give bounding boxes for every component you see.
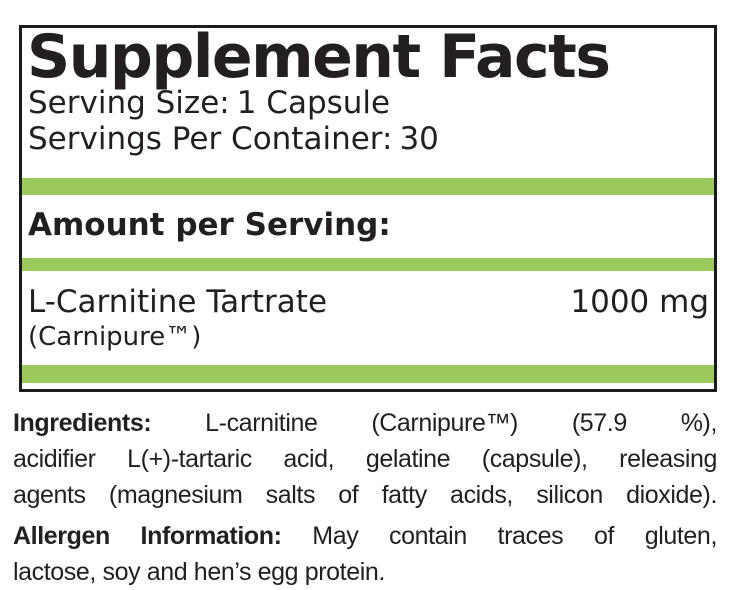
amount-per-serving-heading: Amount per Serving:: [28, 207, 391, 243]
ingredients-text: L-carnitine (Carnipure™) (57.9 %),: [205, 409, 718, 437]
allergen-label: Allergen Information:: [13, 522, 282, 550]
supplement-facts-panel: Supplement Facts Serving Size: 1 Capsule …: [19, 25, 717, 392]
ingredients-line: acidifier L(+)-tartaric acid, gelatine (…: [13, 445, 717, 473]
ingredients-line: agents (magnesium salts of fatty acids, …: [13, 481, 717, 509]
divider-bar-middle: [22, 258, 714, 271]
divider-bar-top: [22, 178, 714, 195]
ingredient-name: L-Carnitine Tartrate: [28, 284, 328, 320]
panel-title: Supplement Facts: [27, 22, 611, 92]
serving-size-line: Serving Size: 1 Capsule: [22, 85, 714, 121]
servings-per-container-value: 30: [399, 121, 439, 157]
ingredient-row: L-Carnitine Tartrate 1000 mg: [22, 283, 714, 321]
servings-per-container-label: Servings Per Container:: [28, 121, 393, 157]
label-footnotes: Ingredients: L-carnitine (Carnipure™) (5…: [13, 405, 717, 590]
serving-size-label: Serving Size:: [28, 85, 230, 121]
allergen-paragraph: Allergen Information: May contain traces…: [13, 518, 717, 590]
allergen-line: lactose, soy and hen’s egg protein.: [13, 558, 385, 586]
allergen-text: May contain traces of gluten,: [312, 522, 717, 550]
ingredients-label: Ingredients:: [13, 409, 152, 437]
servings-per-container-line: Servings Per Container: 30: [22, 121, 714, 157]
divider-bar-bottom: [22, 365, 714, 383]
ingredients-paragraph: Ingredients: L-carnitine (Carnipure™) (5…: [13, 405, 717, 513]
ingredient-subname: (Carnipure™): [28, 322, 202, 352]
ingredient-amount: 1000 mg: [570, 284, 709, 320]
allergen-line: Allergen Information: May contain traces…: [13, 518, 717, 554]
ingredients-line: Ingredients: L-carnitine (Carnipure™) (5…: [13, 405, 717, 441]
serving-size-value: 1 Capsule: [236, 85, 391, 121]
